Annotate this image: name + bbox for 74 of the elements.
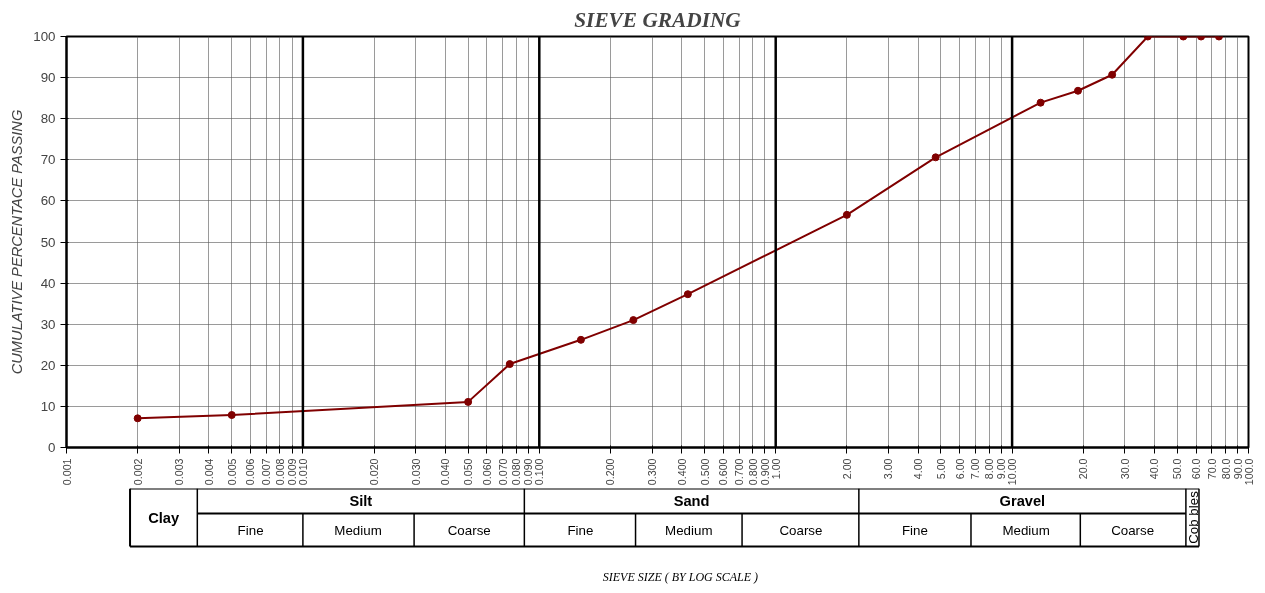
text: Gravel (999, 493, 1046, 509)
text: Clay (148, 509, 180, 526)
x-tick-label: 50.0 (1171, 458, 1184, 480)
x-tick-label: 70.0 (1205, 458, 1218, 480)
x-tick-label: 0.020 (368, 458, 381, 486)
y-tick-label: 60 (40, 193, 56, 209)
x-tick-label: 0.060 (480, 458, 493, 486)
x-tick-label: 0.003 (173, 458, 186, 486)
x-tick-label: 0.030 (409, 458, 422, 486)
x-tick-label: 20.0 (1077, 458, 1090, 480)
y-tick-label: 0 (48, 440, 56, 455)
y-tick-label: 80 (40, 111, 56, 127)
y-tick-label: 100 (33, 29, 56, 44)
x-tick-label: 0.007 (260, 458, 273, 486)
text: Sand (673, 493, 710, 509)
text: Silt (349, 493, 373, 509)
text: SIEVE SIZE ( BY LOG SCALE ) (602, 569, 759, 584)
x-tick-label: 1.00 (769, 458, 782, 480)
y-tick-label: 30 (40, 316, 56, 332)
x-tick-label: 4.00 (912, 458, 925, 480)
x-tick-label: 0.001 (60, 458, 73, 486)
text: Fine (237, 522, 264, 538)
x-tick-label: 10.00 (1006, 458, 1019, 486)
y-tick-label: 50 (40, 234, 56, 250)
x-tick-label: 0.080 (510, 458, 523, 486)
x-tick-label: 0.070 (496, 458, 509, 486)
y-tick-label: 70 (40, 152, 56, 168)
x-tick-label: 80.0 (1219, 458, 1232, 480)
text: Fine (901, 522, 928, 538)
x-tick-label: 0.400 (675, 458, 688, 486)
x-tick-label: 0.100 (533, 458, 546, 486)
x-tick-label: 0.300 (646, 458, 659, 486)
text: Coarse (1111, 522, 1155, 538)
text: Fine (567, 522, 594, 538)
x-tick-label: 6.00 (953, 458, 966, 480)
x-tick-label: 0.004 (202, 458, 215, 486)
x-tick-label: 0.040 (439, 458, 452, 486)
x-tick-label: 0.800 (746, 458, 759, 486)
x-tick-label: 7.00 (969, 458, 982, 480)
text: Coarse (779, 522, 823, 538)
text: Cob bles (1185, 490, 1201, 544)
x-tick-label: 40.0 (1148, 458, 1161, 480)
x-tick-label: 0.050 (462, 458, 475, 486)
x-tick-label: 100.0 (1242, 458, 1255, 486)
y-tick-label: 40 (40, 275, 56, 291)
y-tick-label: 90 (40, 70, 56, 86)
text: Medium (334, 522, 382, 538)
text: Coarse (447, 522, 491, 538)
x-tick-label: 60.0 (1190, 458, 1203, 480)
x-tick-label: 90.0 (1231, 458, 1244, 480)
x-tick-label: 0.009 (286, 458, 299, 486)
x-tick-label: 0.005 (225, 458, 238, 486)
x-tick-label: 0.008 (273, 458, 286, 486)
x-tick-label: 0.900 (758, 458, 771, 486)
text: Medium (665, 522, 713, 538)
x-tick-label: 0.006 (244, 458, 257, 486)
x-tick-label: 30.0 (1118, 458, 1131, 480)
x-tick-label: 0.200 (604, 458, 617, 486)
x-tick-label: 0.600 (717, 458, 730, 486)
x-tick-label: 0.700 (733, 458, 746, 486)
x-tick-label: 5.00 (934, 458, 947, 480)
x-tick-label: 8.00 (983, 458, 996, 480)
x-tick-label: 9.00 (995, 458, 1008, 480)
y-axis-title: CUMULATIVE PERCENTACE PASSING (9, 109, 26, 375)
x-tick-label: 2.00 (840, 458, 853, 480)
x-tick-label: 0.500 (698, 458, 711, 486)
x-tick-label: 0.010 (296, 458, 309, 486)
x-tick-label: 0.002 (131, 458, 144, 486)
x-tick-label: 0.090 (522, 458, 535, 486)
y-tick-label: 10 (40, 398, 56, 414)
chart-title: SIEVE GRADING (574, 7, 742, 32)
y-tick-label: 20 (40, 357, 56, 373)
x-tick-label: 3.00 (882, 458, 895, 480)
text: Medium (1002, 522, 1050, 538)
